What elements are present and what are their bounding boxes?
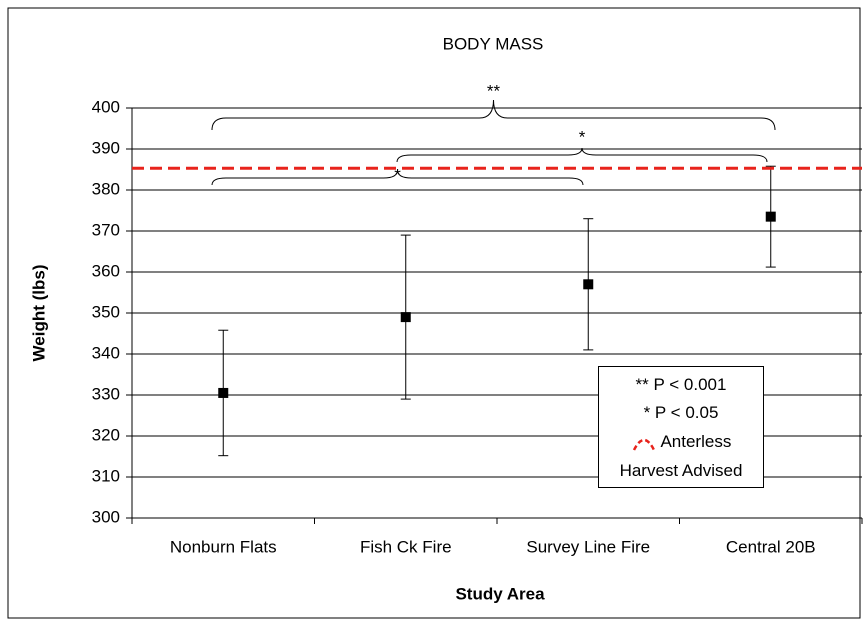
annotation: * — [579, 127, 586, 146]
legend-note: * P < 0.05 — [643, 403, 719, 422]
y-tick-label: 390 — [92, 138, 120, 157]
annotation: * — [394, 165, 401, 184]
y-tick-label: 350 — [92, 302, 120, 321]
significance-brace — [396, 147, 768, 163]
legend-entry: Anterless Harvest Advised — [606, 427, 756, 485]
y-tick-label: 380 — [92, 179, 120, 198]
data-point — [765, 211, 776, 222]
x-tick-label: Fish Ck Fire — [360, 537, 452, 556]
significance-brace — [211, 99, 776, 131]
y-tick-label: 320 — [92, 425, 120, 444]
legend: ** P < 0.001 * P < 0.05 Anterless Harves… — [598, 366, 764, 488]
y-tick-label: 360 — [92, 261, 120, 280]
y-axis-label: Weight (lbs) — [29, 265, 48, 362]
legend-swatch — [632, 438, 655, 451]
annotation: ** — [487, 81, 501, 100]
legend-note: ** P < 0.001 — [635, 375, 727, 394]
y-tick-label: 400 — [92, 97, 120, 116]
y-tick-label: 300 — [92, 507, 120, 526]
data-point — [218, 387, 229, 398]
x-tick-label: Survey Line Fire — [526, 537, 650, 556]
x-axis-label: Study Area — [455, 584, 545, 603]
x-tick-label: Nonburn Flats — [170, 537, 277, 556]
y-tick-label: 310 — [92, 466, 120, 485]
y-tick-label: 340 — [92, 343, 120, 362]
chart-title: BODY MASS — [443, 34, 544, 53]
significance-brace — [211, 169, 584, 186]
legend-label: Anterless Harvest Advised — [619, 432, 743, 480]
data-point — [400, 312, 411, 323]
legend-icon — [632, 438, 655, 451]
data-point — [583, 279, 594, 290]
y-tick-label: 330 — [92, 384, 120, 403]
y-tick-label: 370 — [92, 220, 120, 239]
x-tick-label: Central 20B — [726, 537, 816, 556]
